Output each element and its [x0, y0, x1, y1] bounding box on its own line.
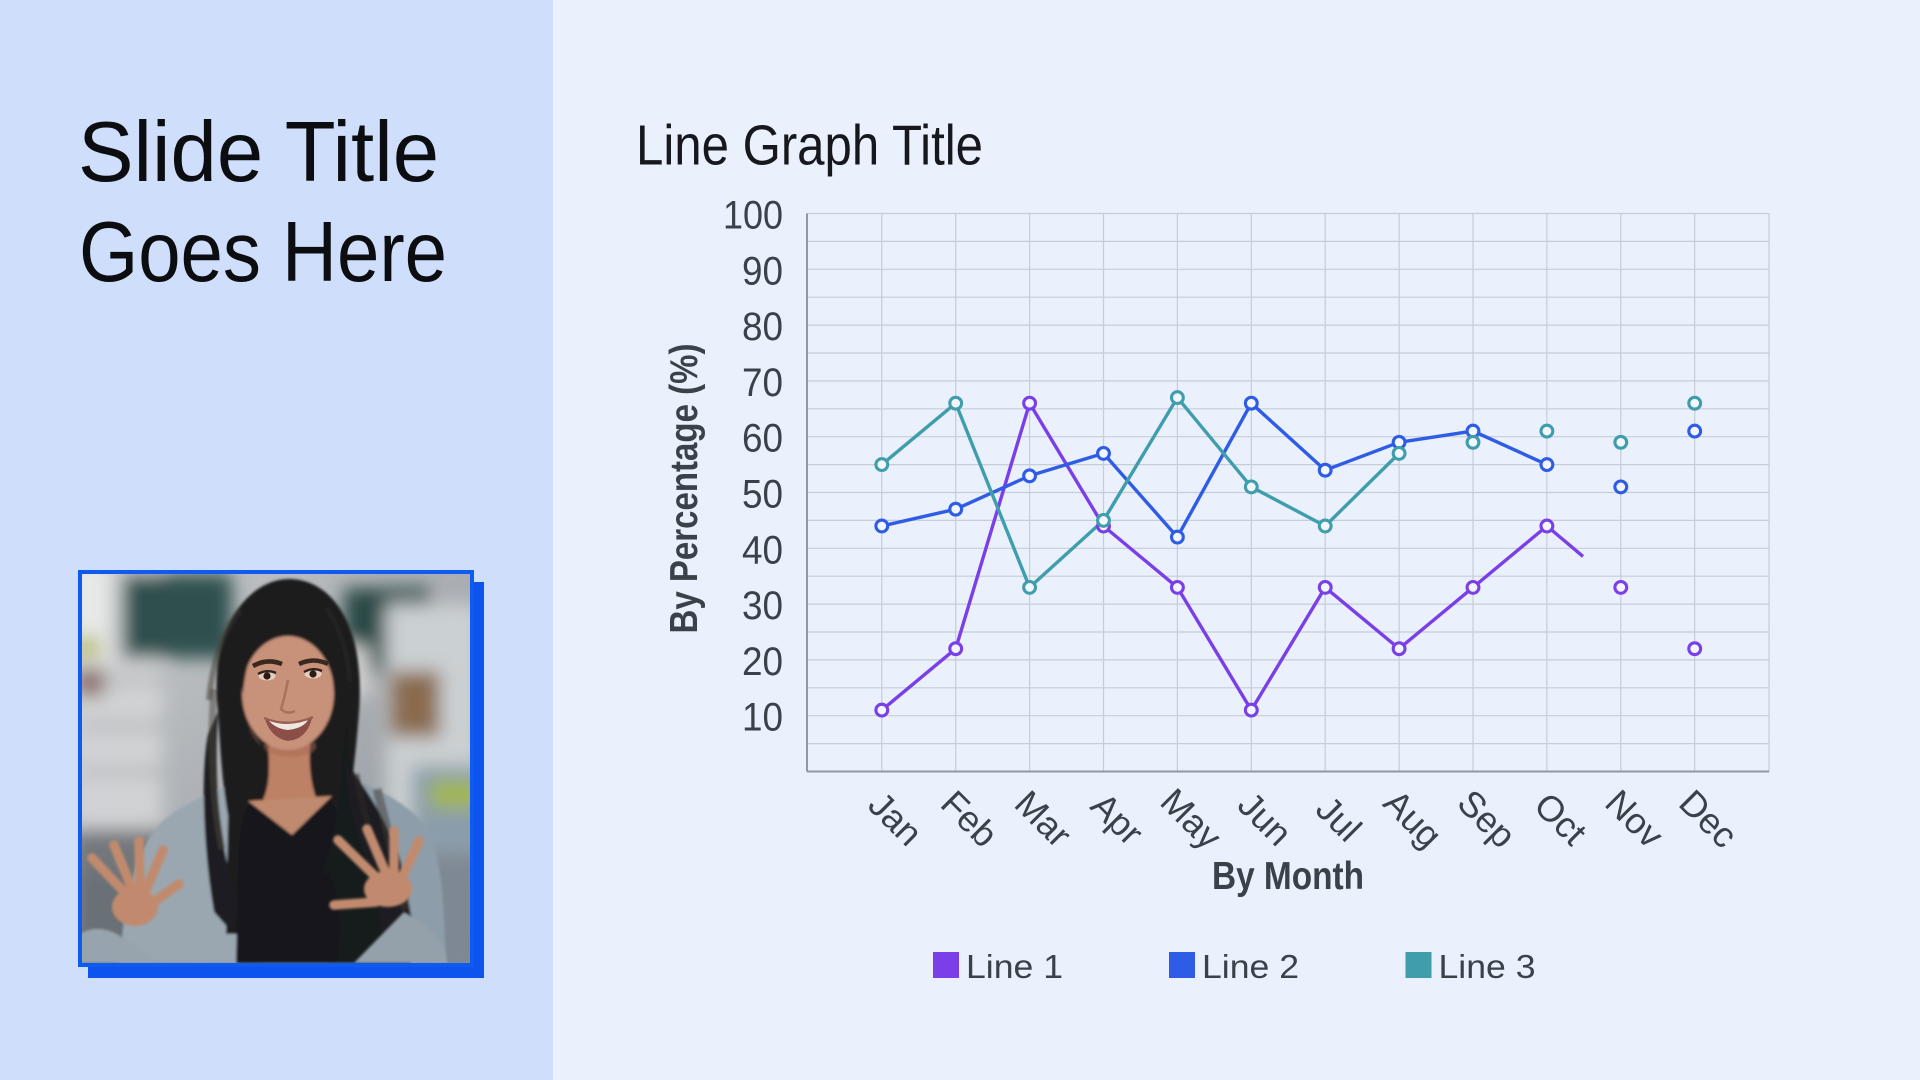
svg-text:Feb: Feb — [933, 782, 1006, 855]
svg-text:May: May — [1153, 780, 1230, 857]
svg-text:Jan: Jan — [861, 784, 931, 854]
svg-text:100: 100 — [723, 194, 783, 238]
svg-text:80: 80 — [742, 305, 783, 349]
svg-text:30: 30 — [742, 584, 783, 628]
svg-text:60: 60 — [742, 417, 783, 461]
svg-text:20: 20 — [742, 640, 783, 684]
svg-text:By Month: By Month — [1212, 855, 1364, 898]
svg-text:Nov: Nov — [1598, 782, 1672, 856]
svg-text:40: 40 — [742, 528, 783, 572]
svg-text:Line Graph Title: Line Graph Title — [636, 114, 983, 178]
svg-text:Aug: Aug — [1376, 782, 1450, 856]
svg-text:Mar: Mar — [1007, 782, 1080, 855]
svg-text:10: 10 — [742, 696, 783, 740]
svg-text:Goes Here: Goes Here — [79, 205, 447, 300]
svg-text:Line 2: Line 2 — [1202, 948, 1299, 985]
svg-text:Jul: Jul — [1308, 788, 1370, 850]
svg-text:50: 50 — [742, 473, 783, 517]
svg-text:Dec: Dec — [1671, 782, 1745, 856]
svg-text:Slide Title: Slide Title — [78, 105, 439, 200]
svg-text:90: 90 — [742, 249, 783, 293]
svg-text:Line 1: Line 1 — [966, 948, 1063, 985]
svg-text:By Percentage (%): By Percentage (%) — [663, 344, 706, 634]
svg-text:Jun: Jun — [1230, 784, 1300, 854]
svg-text:Oct: Oct — [1526, 784, 1595, 853]
svg-text:Sep: Sep — [1450, 782, 1524, 856]
svg-text:Apr: Apr — [1083, 784, 1152, 853]
svg-text:70: 70 — [742, 361, 783, 405]
svg-text:Line 3: Line 3 — [1439, 948, 1536, 985]
